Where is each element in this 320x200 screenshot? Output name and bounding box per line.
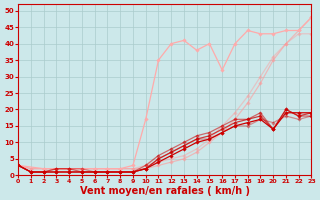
X-axis label: Vent moyen/en rafales ( km/h ): Vent moyen/en rafales ( km/h ): [80, 186, 250, 196]
